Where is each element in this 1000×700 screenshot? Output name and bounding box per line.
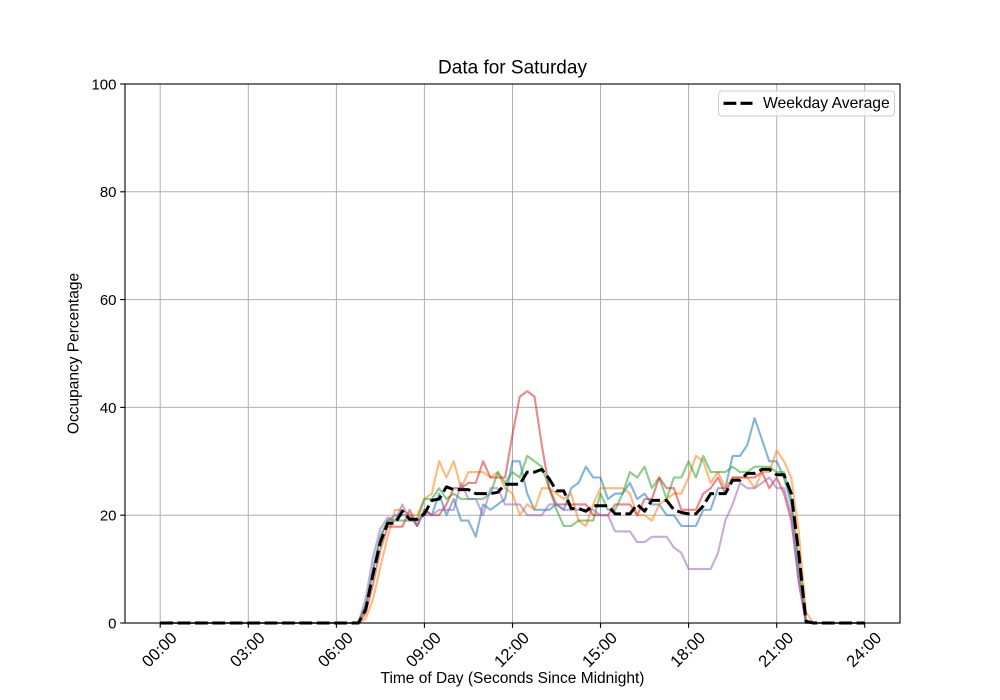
svg-text:20: 20 (100, 508, 117, 525)
svg-text:40: 40 (100, 400, 117, 417)
svg-text:60: 60 (100, 292, 117, 309)
svg-text:Weekday Average: Weekday Average (763, 95, 890, 112)
svg-text:Data for Saturday: Data for Saturday (438, 57, 587, 78)
svg-text:80: 80 (100, 184, 117, 201)
svg-text:Time of Day (Seconds Since Mid: Time of Day (Seconds Since Midnight) (381, 670, 645, 687)
svg-text:Occupancy Percentage: Occupancy Percentage (66, 273, 83, 434)
svg-text:100: 100 (91, 76, 116, 93)
svg-text:0: 0 (108, 615, 116, 632)
